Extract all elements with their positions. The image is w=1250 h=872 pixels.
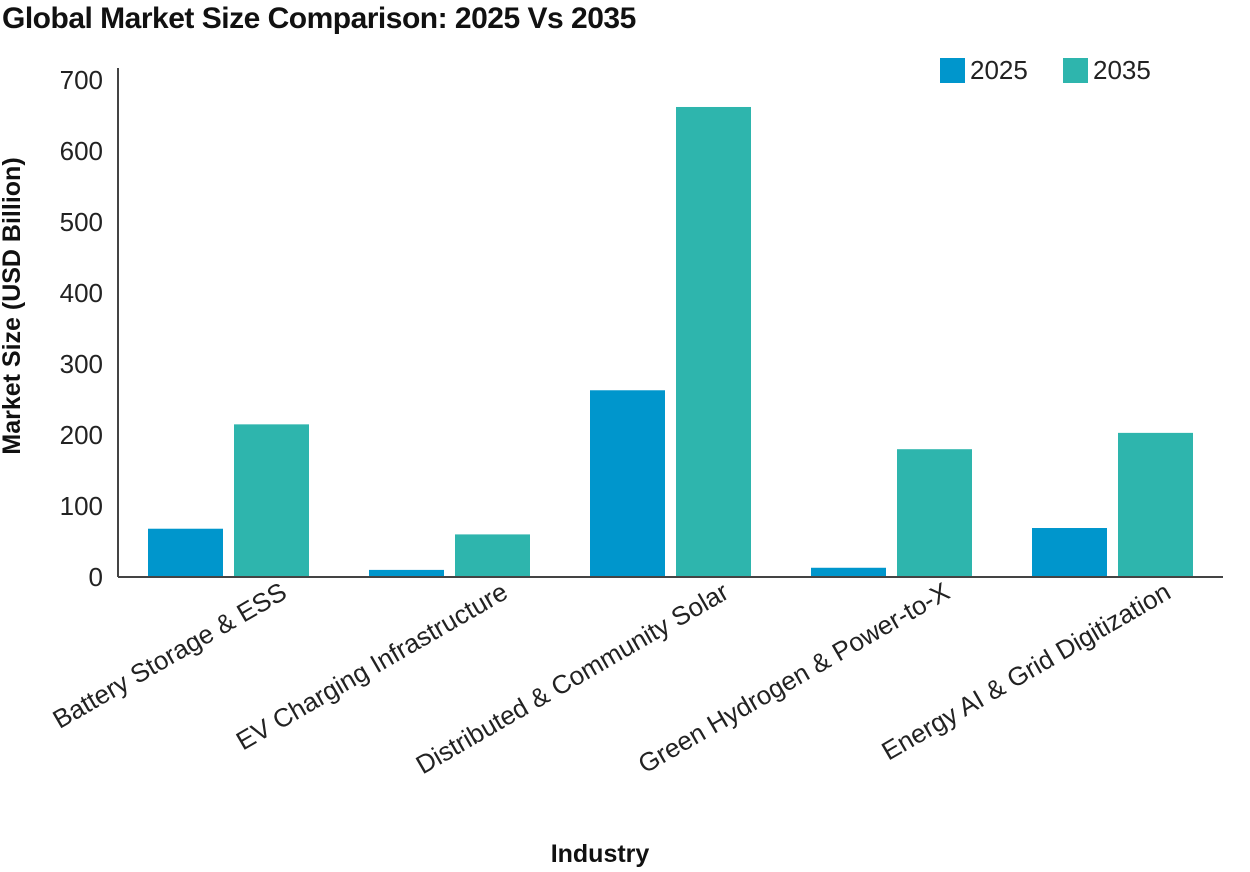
y-tick-label: 0 [89,562,103,592]
y-tick-label: 200 [60,420,103,450]
y-tick-label: 700 [60,65,103,95]
bar-2035-4 [1118,432,1193,577]
chart-title: Global Market Size Comparison: 2025 Vs 2… [2,2,636,35]
x-category-label: Battery Storage & ESS [47,576,291,734]
bar-2025-0 [148,528,223,577]
bar-2025-2 [590,390,665,577]
y-tick-label: 100 [60,491,103,521]
bar-2035-2 [676,106,751,577]
y-tick-label: 600 [60,136,103,166]
legend: 2025 2035 [940,55,1151,85]
legend-label-2025: 2025 [970,55,1028,85]
y-tick-label: 400 [60,278,103,308]
legend-swatch-2035 [1063,58,1088,83]
legend-swatch-2025 [940,58,965,83]
legend-label-2035: 2035 [1093,55,1151,85]
bar-2025-3 [811,567,886,577]
y-axis-ticks: 0 100 200 300 400 500 600 700 [60,65,103,592]
bar-2035-1 [455,534,530,577]
bar-2035-0 [234,424,309,577]
bar-2025-1 [369,569,444,577]
bars [148,106,1193,577]
bar-2025-4 [1032,528,1107,577]
bar-2035-3 [897,449,972,577]
y-axis-title: Market Size (USD Billion) [0,157,26,454]
x-axis-title: Industry [551,840,650,868]
y-tick-label: 500 [60,207,103,237]
y-tick-label: 300 [60,349,103,379]
